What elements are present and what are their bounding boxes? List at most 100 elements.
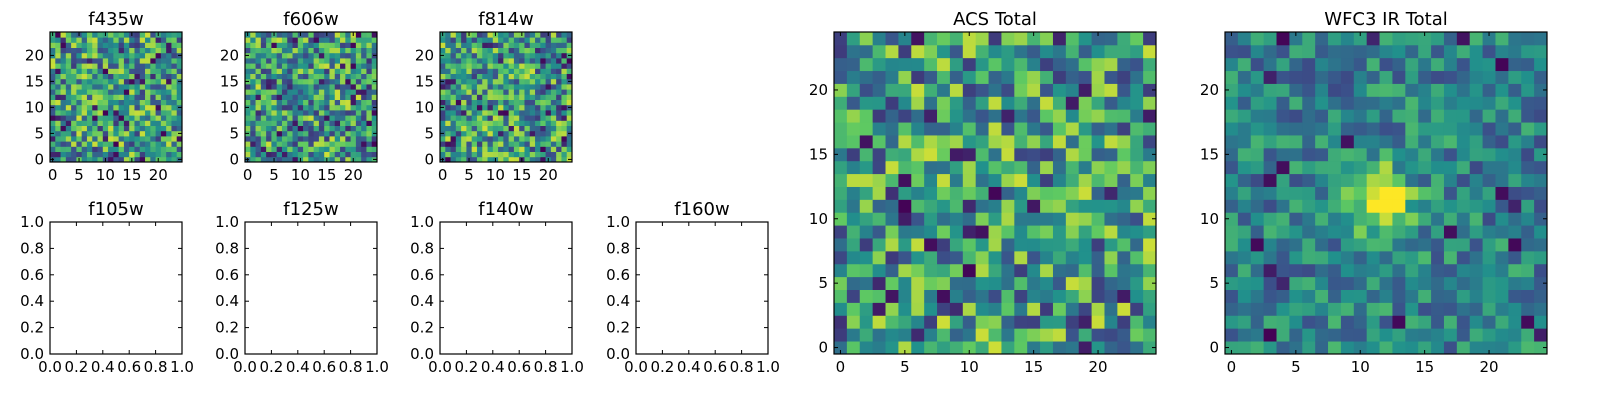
heatmap-cell xyxy=(519,146,525,152)
heatmap-cell xyxy=(171,37,178,43)
heatmap-cell xyxy=(324,146,330,152)
heatmap-cell xyxy=(145,141,151,147)
heatmap-cell xyxy=(139,42,146,48)
heatmap-cell xyxy=(503,110,510,116)
heatmap-cell xyxy=(1052,276,1067,290)
heatmap-cell xyxy=(297,99,304,106)
heatmap-cell xyxy=(65,136,72,142)
heatmap-cell xyxy=(535,47,541,54)
heatmap-cell xyxy=(545,146,552,152)
heatmap-cell xyxy=(345,42,351,48)
heatmap-cell xyxy=(1065,70,1080,84)
heatmap-cell xyxy=(1469,44,1483,59)
heatmap-cell xyxy=(872,289,886,303)
heatmap-cell xyxy=(1482,250,1496,265)
heatmap-cell xyxy=(366,42,373,48)
heatmap-cell xyxy=(1250,250,1265,265)
heatmap-cell xyxy=(519,99,525,106)
heatmap-cell xyxy=(513,37,520,43)
heatmap-cell xyxy=(150,89,156,95)
heatmap-cell xyxy=(71,151,77,158)
heatmap-cell xyxy=(1328,135,1342,149)
heatmap-cell xyxy=(313,110,320,116)
heatmap-cell xyxy=(524,73,531,80)
heatmap-cell xyxy=(160,89,167,95)
heatmap-cell xyxy=(129,120,135,126)
heatmap-cell xyxy=(155,52,162,59)
heatmap-cell xyxy=(1469,57,1483,72)
heatmap-cell xyxy=(535,99,541,106)
heatmap-cell xyxy=(1534,32,1548,46)
heatmap-cell xyxy=(1418,199,1432,213)
heatmap-cell xyxy=(271,110,278,116)
heatmap-cell xyxy=(361,52,367,59)
heatmap-cell xyxy=(271,73,278,80)
heatmap-cell xyxy=(1405,302,1419,316)
heatmap-cell xyxy=(1014,57,1028,72)
heatmap-cell xyxy=(1315,70,1329,84)
heatmap-cell xyxy=(937,263,951,278)
heatmap-cell xyxy=(60,63,67,69)
heatmap-cell xyxy=(1065,135,1080,149)
heatmap-cell xyxy=(461,42,467,48)
heatmap-cell xyxy=(139,52,146,59)
heatmap-cell xyxy=(145,84,151,90)
heatmap-cell xyxy=(1418,212,1432,226)
heatmap-cell xyxy=(1001,238,1015,252)
heatmap-cell xyxy=(329,89,336,95)
heatmap-cell xyxy=(1340,83,1355,97)
heatmap-cell xyxy=(455,78,462,85)
heatmap-cell xyxy=(1521,225,1535,239)
heatmap-cell xyxy=(86,32,93,38)
heatmap-cell xyxy=(1052,238,1067,252)
heatmap-cell xyxy=(1276,341,1290,355)
heatmap-cell xyxy=(1052,212,1067,226)
heatmap-cell xyxy=(1289,250,1303,265)
heatmap-cell xyxy=(1143,341,1157,355)
heatmap-cell xyxy=(1104,70,1118,84)
heatmap-cell xyxy=(498,156,504,163)
y-tick-label: 0.0 xyxy=(410,345,434,363)
heatmap-cell xyxy=(461,156,467,163)
heatmap-cell xyxy=(60,151,67,158)
heatmap-cell xyxy=(65,99,72,106)
heatmap-cell xyxy=(962,109,977,123)
heatmap-cell xyxy=(129,151,135,158)
heatmap-cell xyxy=(292,89,299,95)
heatmap-cell xyxy=(492,120,499,126)
heatmap-cell xyxy=(519,84,525,90)
heatmap-cell xyxy=(1052,199,1067,213)
heatmap-cell xyxy=(1443,276,1458,290)
heatmap-cell xyxy=(92,47,98,54)
heatmap-cell xyxy=(145,73,151,80)
heatmap-cell xyxy=(556,110,562,116)
heatmap-cell xyxy=(81,73,88,80)
heatmap-cell xyxy=(519,130,525,137)
heatmap-cell xyxy=(86,47,93,54)
heatmap-cell xyxy=(440,136,446,142)
heatmap-cell xyxy=(1250,83,1265,97)
heatmap-cell xyxy=(540,32,546,38)
heatmap-cell xyxy=(250,130,256,137)
heatmap-cell xyxy=(176,63,183,69)
heatmap-cell xyxy=(1237,160,1252,175)
heatmap-cell xyxy=(292,58,299,64)
heatmap-cell xyxy=(1289,212,1303,226)
heatmap-cell xyxy=(508,89,515,95)
heatmap-cell xyxy=(1091,263,1105,278)
heatmap-cell xyxy=(260,146,267,152)
heatmap-cell xyxy=(524,125,531,132)
heatmap-cell xyxy=(1521,186,1535,200)
heatmap-cell xyxy=(313,42,320,48)
heatmap-cell xyxy=(461,63,467,69)
heatmap-cell xyxy=(303,68,309,74)
heatmap-cell xyxy=(55,78,61,85)
heatmap-cell xyxy=(1263,135,1277,149)
heatmap-cell xyxy=(975,44,989,59)
heatmap-cell xyxy=(1521,32,1535,46)
heatmap-cell xyxy=(519,68,525,74)
heatmap-cell xyxy=(529,136,536,142)
heatmap-cell xyxy=(524,104,531,111)
y-tick-label: 1.0 xyxy=(215,213,239,231)
heatmap-cell xyxy=(1104,238,1118,252)
